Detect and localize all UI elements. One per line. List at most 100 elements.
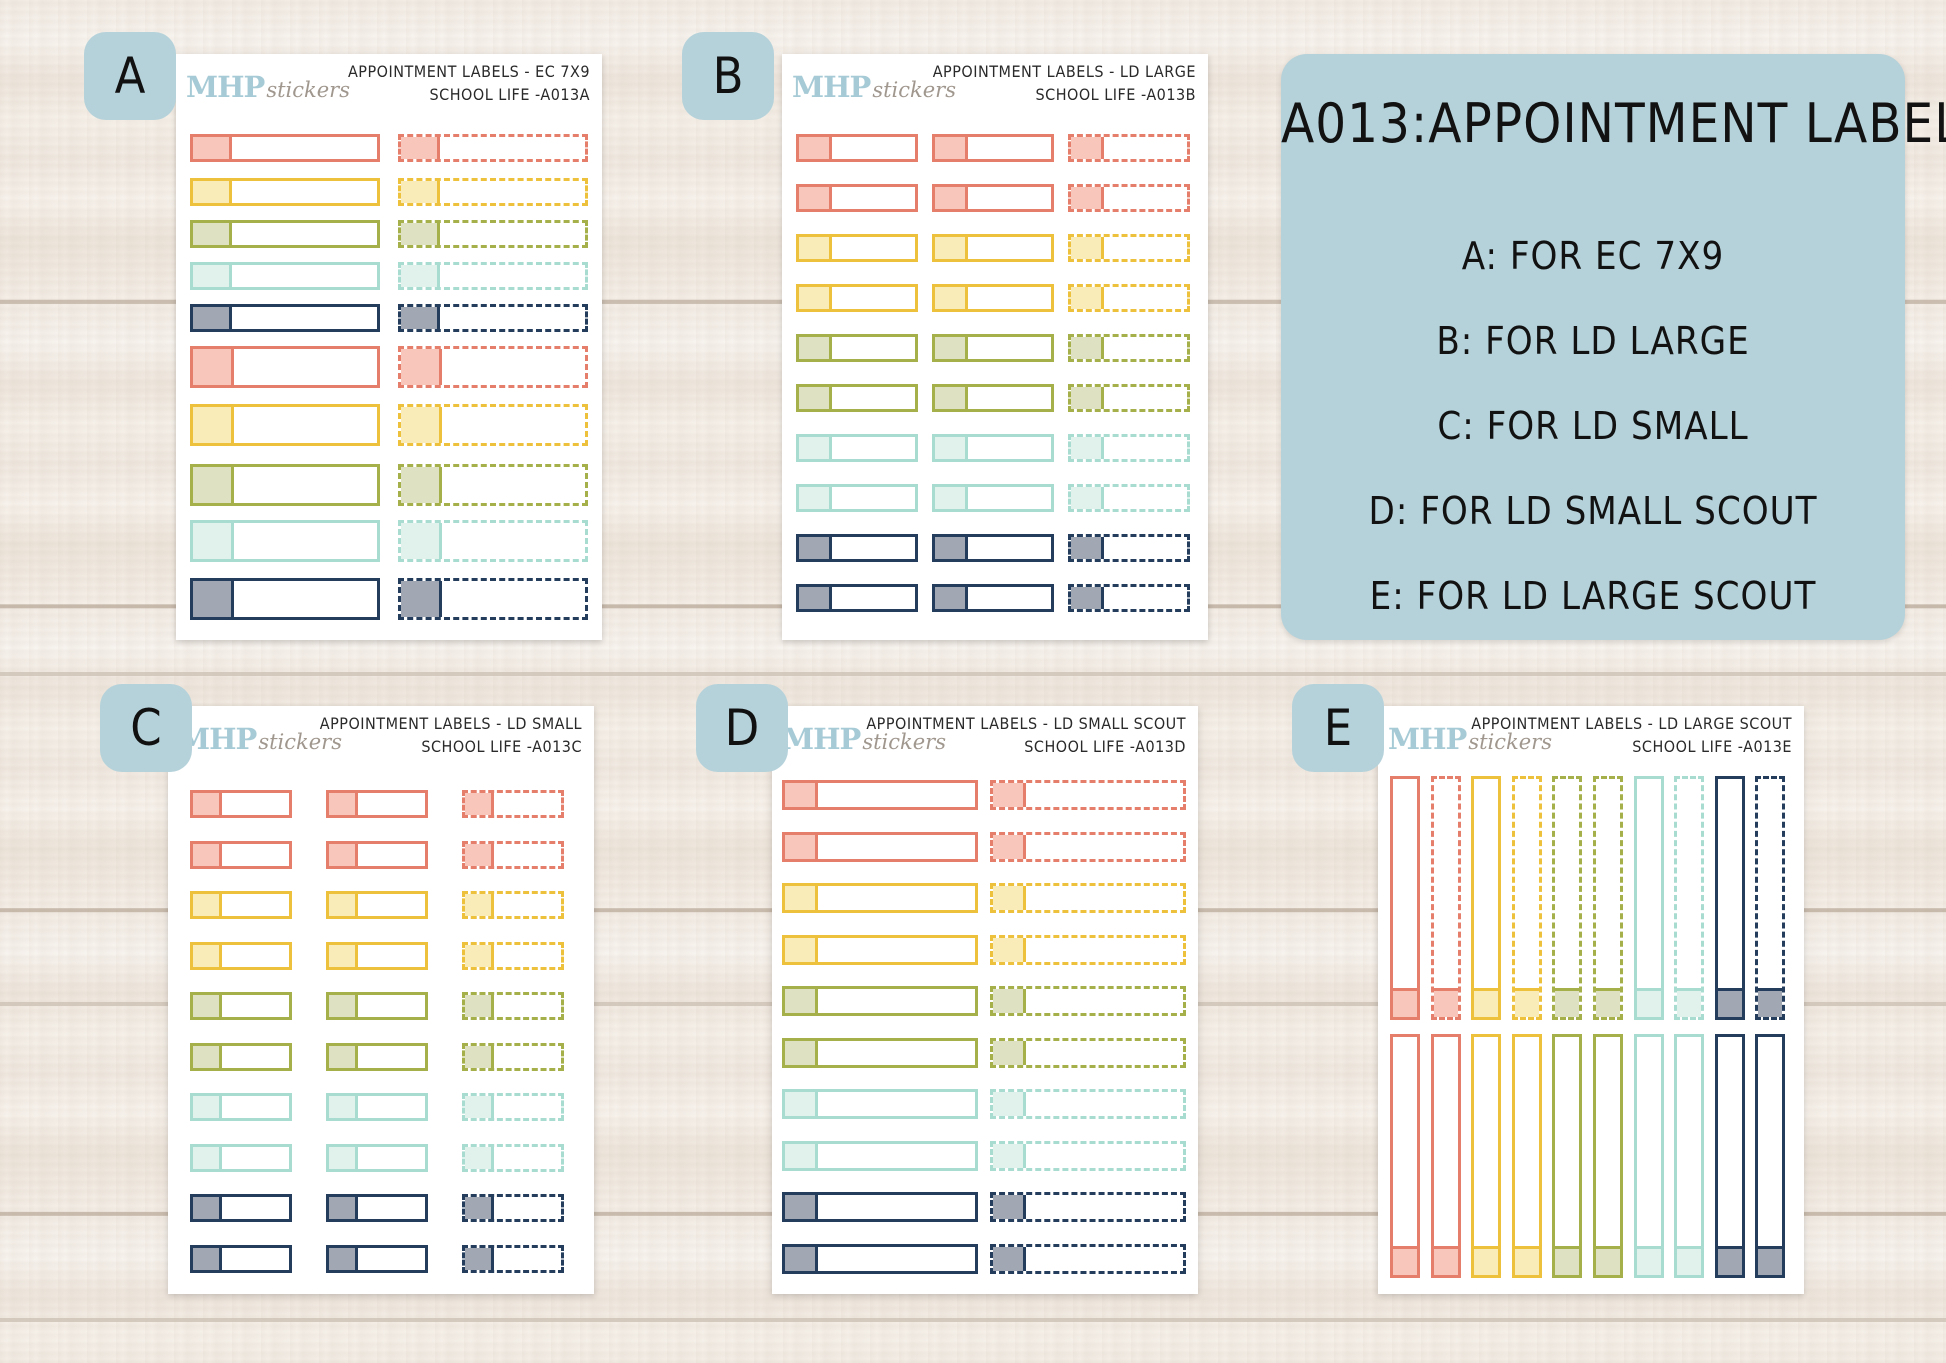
label-color-tab — [329, 843, 358, 866]
sheet-title: APPOINTMENT LABELS - LD LARGE — [932, 62, 1196, 81]
label-color-tab — [1071, 587, 1104, 609]
appointment-label-vertical — [1511, 1034, 1542, 1278]
appointment-label — [932, 334, 1054, 362]
appointment-label-vertical — [1390, 1034, 1420, 1278]
sheet-subtitle: SCHOOL LIFE -A013E — [1632, 737, 1792, 756]
label-color-tab — [1433, 988, 1458, 1017]
mhp-stickers-logo: MHPstickers — [792, 70, 956, 104]
appointment-label — [190, 220, 380, 248]
sheet-badge-a: A — [84, 32, 176, 120]
sheet-badge-b: B — [682, 32, 774, 120]
appointment-label — [990, 1037, 1186, 1068]
appointment-label — [782, 780, 978, 810]
label-color-tab — [1758, 988, 1783, 1017]
appointment-label — [462, 790, 564, 818]
appointment-label — [326, 1143, 428, 1172]
label-color-tab — [465, 944, 494, 967]
appointment-label — [326, 840, 428, 869]
appointment-label — [190, 262, 380, 290]
label-color-tab — [193, 307, 232, 329]
appointment-label — [398, 262, 588, 290]
label-color-tab — [1433, 1246, 1458, 1275]
appointment-label — [796, 184, 918, 212]
appointment-label-vertical — [1714, 1034, 1745, 1278]
label-color-tab — [993, 1195, 1026, 1219]
sticker-sheet-e: MHPstickers APPOINTMENT LABELS - LD LARG… — [1378, 706, 1804, 1294]
label-color-tab — [193, 1096, 222, 1118]
appointment-label — [398, 178, 588, 206]
label-color-tab — [401, 265, 440, 287]
label-color-tab — [193, 1197, 222, 1219]
label-color-tab — [1071, 437, 1104, 459]
label-color-tab — [1071, 387, 1104, 409]
label-color-tab — [799, 237, 832, 259]
label-color-tab — [935, 437, 968, 459]
appointment-label — [190, 134, 380, 162]
label-color-tab — [799, 537, 832, 559]
appointment-label — [932, 284, 1054, 312]
label-color-tab — [329, 1096, 358, 1118]
appointment-label — [190, 346, 380, 388]
appointment-label — [190, 464, 380, 506]
label-color-tab — [1393, 1246, 1417, 1275]
appointment-label — [796, 434, 918, 462]
label-color-tab — [1071, 287, 1104, 309]
label-color-tab — [1636, 988, 1661, 1017]
appointment-label-vertical — [1390, 776, 1420, 1020]
sheet-header: MHPstickers APPOINTMENT LABELS - LD SMAL… — [168, 706, 594, 768]
label-color-tab — [1071, 237, 1104, 259]
info-line-a: A: FOR EC 7X9 — [1461, 234, 1725, 278]
label-color-tab — [193, 1247, 222, 1270]
label-color-tab — [785, 783, 818, 807]
sheet-subtitle: SCHOOL LIFE -A013B — [1035, 85, 1196, 104]
appointment-label — [796, 384, 918, 412]
appointment-label — [398, 134, 588, 162]
appointment-label — [326, 992, 428, 1020]
appointment-label — [990, 934, 1186, 965]
sheet-badge-d: D — [696, 684, 788, 772]
label-color-tab — [1071, 337, 1104, 359]
appointment-label-vertical — [1633, 776, 1664, 1020]
label-color-tab — [193, 581, 234, 617]
appointment-label-vertical — [1593, 1034, 1623, 1278]
sheet-title: APPOINTMENT LABELS - LD SMALL — [319, 714, 582, 733]
label-color-tab — [935, 387, 968, 409]
label-color-tab — [799, 587, 832, 609]
appointment-label-vertical — [1633, 1034, 1664, 1278]
sticker-sheet-d: MHPstickers APPOINTMENT LABELS - LD SMAL… — [772, 706, 1198, 1294]
label-color-tab — [465, 1146, 494, 1169]
label-color-tab — [329, 793, 358, 815]
label-color-tab — [785, 1040, 818, 1065]
appointment-label — [782, 1243, 978, 1274]
label-color-tab — [401, 137, 440, 159]
appointment-label — [1068, 434, 1190, 462]
appointment-label — [462, 891, 564, 919]
appointment-label-vertical — [1430, 1034, 1461, 1278]
label-color-tab — [465, 995, 494, 1017]
label-color-tab — [329, 995, 358, 1017]
label-color-tab — [193, 523, 234, 559]
label-color-tab — [799, 437, 832, 459]
label-color-tab — [193, 265, 232, 287]
appointment-label — [990, 1140, 1186, 1171]
label-color-tab — [785, 1143, 818, 1168]
sticker-sheet-c: MHPstickers APPOINTMENT LABELS - LD SMAL… — [168, 706, 594, 1294]
appointment-label-vertical — [1471, 1034, 1502, 1278]
label-color-tab — [935, 237, 968, 259]
appointment-label — [398, 464, 588, 506]
label-color-tab — [193, 1045, 222, 1068]
sheet-badge-e: E — [1292, 684, 1384, 772]
label-color-tab — [799, 287, 832, 309]
appointment-label — [462, 1244, 564, 1273]
appointment-label-vertical — [1674, 1034, 1705, 1278]
label-color-tab — [1677, 988, 1702, 1017]
label-color-tab — [935, 537, 968, 559]
appointment-label-vertical — [1471, 776, 1502, 1020]
appointment-label — [398, 220, 588, 248]
sheet-subtitle: SCHOOL LIFE -A013A — [429, 85, 590, 104]
appointment-label — [462, 992, 564, 1020]
appointment-label — [398, 304, 588, 332]
appointment-label — [462, 1093, 564, 1121]
label-color-tab — [935, 337, 968, 359]
appointment-label — [190, 520, 380, 562]
